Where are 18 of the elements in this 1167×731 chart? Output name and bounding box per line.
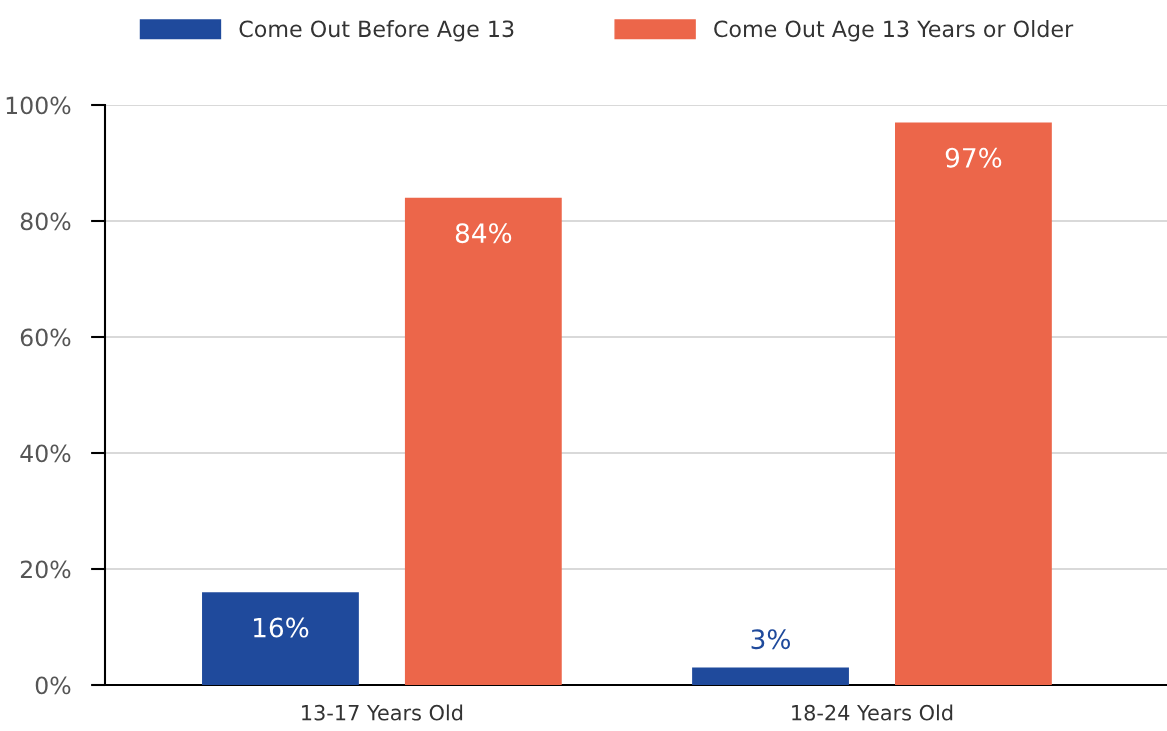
- data-label: 16%: [254, 617, 309, 638]
- y-tick-label: 60%: [20, 328, 71, 347]
- bar: [404, 197, 562, 685]
- data-label: 3%: [751, 629, 790, 650]
- y-tick-label: 40%: [20, 444, 71, 463]
- legend-label: Come Out Before Age 13: [239, 20, 514, 42]
- data-label: 97%: [945, 147, 1002, 168]
- y-tick-label: 0%: [35, 676, 71, 695]
- y-tick-label: 100%: [6, 96, 71, 115]
- legend-label: Come Out Age 13 Years or Older: [714, 20, 1074, 42]
- bar: [692, 667, 849, 685]
- x-tick-label: 13-17 Years Old: [302, 704, 463, 721]
- bar: [202, 592, 359, 685]
- y-tick-label: 80%: [20, 212, 71, 231]
- x-tick-label: 18-24 Years Old: [792, 704, 953, 721]
- y-tick-label: 20%: [20, 560, 71, 579]
- data-label: 84%: [455, 223, 512, 244]
- bar: [895, 122, 1052, 685]
